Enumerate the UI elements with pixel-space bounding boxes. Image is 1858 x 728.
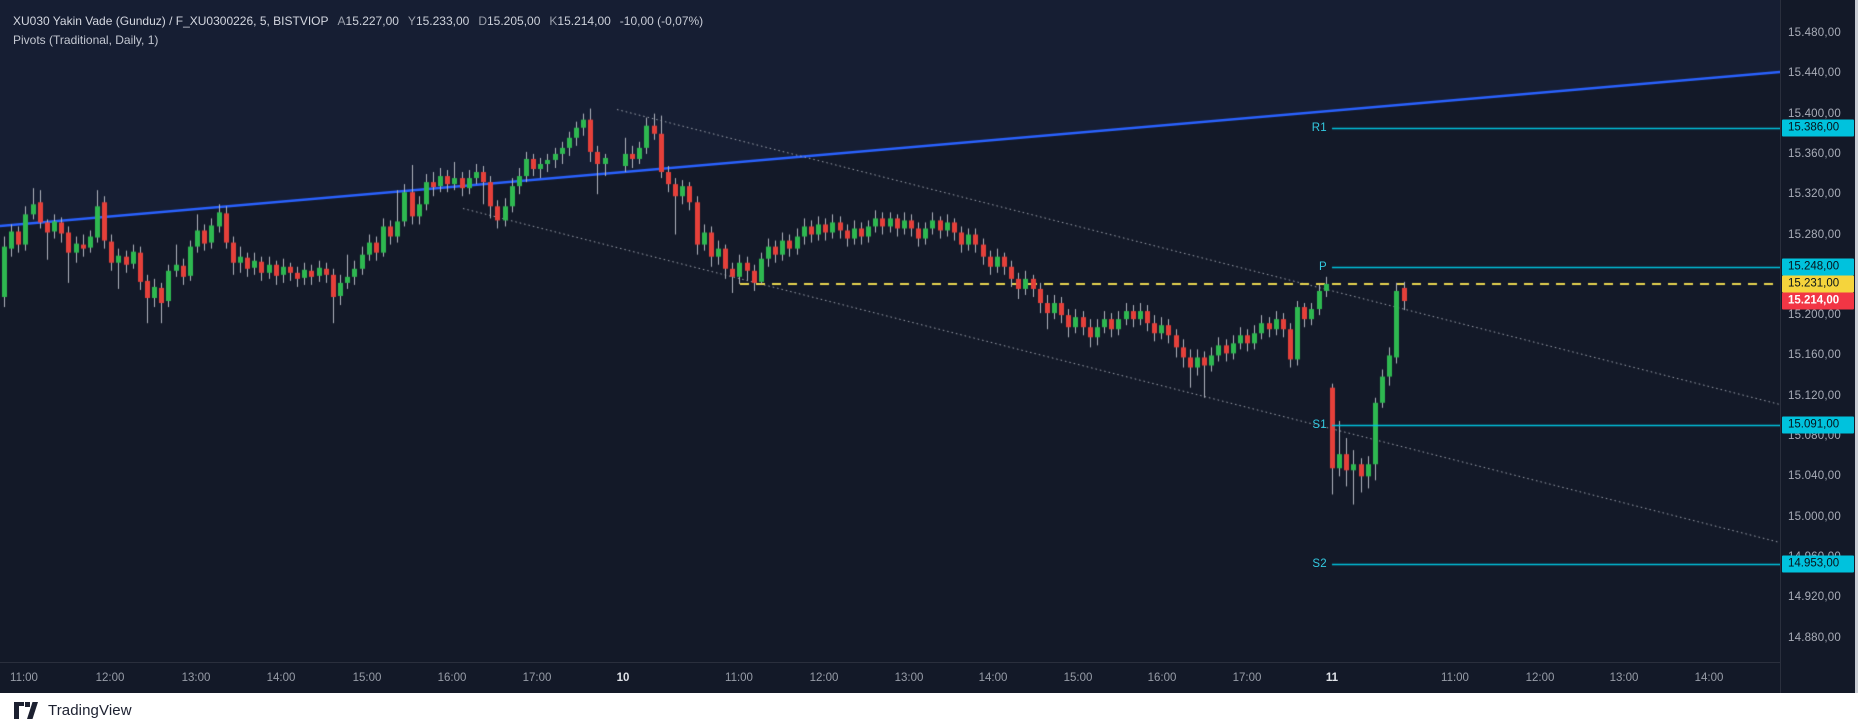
pivot-label-s2: S2 <box>1312 558 1327 570</box>
time-label-day: 11 <box>1325 672 1339 684</box>
change-value: -10,00 (-0,07%) <box>619 14 704 28</box>
indicator-legend-row[interactable]: Pivots (Traditional, Daily, 1) <box>13 31 703 49</box>
symbol-title: XU030 Yakin Vade (Gunduz) / F_XU0300226,… <box>13 14 329 28</box>
price-tick: 15.280,00 <box>1788 228 1841 241</box>
time-axis[interactable]: 11:00 12:00 13:00 14:00 15:00 16:00 17:00 10 11:… <box>0 662 1858 693</box>
pivot-price-tag-p: 15.248,00 <box>1782 258 1854 276</box>
price-tick: 15.120,00 <box>1788 389 1841 402</box>
last-price-tag: 15.214,00 <box>1782 292 1854 310</box>
time-label: 13:00 <box>1609 672 1639 684</box>
price-tick: 15.400,00 <box>1788 107 1841 120</box>
time-label: 14:00 <box>266 672 296 684</box>
time-label: 13:00 <box>181 672 211 684</box>
time-label: 16:00 <box>1147 672 1177 684</box>
time-label: 15:00 <box>1063 672 1093 684</box>
price-tick: 15.200,00 <box>1788 309 1841 322</box>
price-tick: 15.000,00 <box>1788 510 1841 523</box>
time-label: 15:00 <box>352 672 382 684</box>
chart-legend: XU030 Yakin Vade (Gunduz) / F_XU0300226,… <box>13 12 703 49</box>
price-tick: 15.480,00 <box>1788 27 1841 39</box>
ohlc-values: A15.227,00 Y15.233,00 D15.205,00 K15.214,00 <box>329 14 611 28</box>
ohlc-letter: D <box>478 14 487 28</box>
pivot-price-tag-s1: 15.091,00 <box>1782 416 1854 434</box>
brand-name[interactable]: TradingView <box>48 702 132 719</box>
ohlc-letter: A <box>337 14 346 28</box>
price-tick: 15.160,00 <box>1788 349 1841 362</box>
pivot-label-p: P <box>1319 260 1327 273</box>
time-label: 13:00 <box>894 672 924 684</box>
time-label: 12:00 <box>1525 672 1555 684</box>
time-label: 11:00 <box>10 672 38 684</box>
pivot-label-r1: R1 <box>1311 121 1327 134</box>
price-tick: 15.320,00 <box>1788 188 1841 201</box>
price-tick: 14.880,00 <box>1788 631 1841 644</box>
ohlc-value: 15.233,00 <box>415 14 470 28</box>
time-label: 16:00 <box>437 672 467 684</box>
time-label: 14:00 <box>978 672 1008 684</box>
time-label: 11:00 <box>1441 672 1469 684</box>
price-axis[interactable]: 15.480,00 15.440,00 15.400,00 15.360,00 15.3… <box>1780 0 1855 693</box>
ohlc-letter: Y <box>407 14 416 28</box>
symbol-legend-row[interactable]: XU030 Yakin Vade (Gunduz) / F_XU0300226,… <box>13 12 703 30</box>
time-label: 12:00 <box>809 672 839 684</box>
scrollbar-sliver[interactable] <box>1855 0 1858 693</box>
price-tick: 15.040,00 <box>1788 470 1841 483</box>
prev-close-price-tag: 15.231,00 <box>1782 275 1854 293</box>
tradingview-logo-icon[interactable] <box>14 702 40 719</box>
pivot-price-tag-s2: 14.953,00 <box>1782 555 1854 573</box>
time-label: 12:00 <box>95 672 125 684</box>
price-tick: 15.360,00 <box>1788 147 1841 160</box>
time-label: 17:00 <box>522 672 552 684</box>
brand-bar: TradingView <box>0 693 1858 728</box>
pivot-price-tag-r1: 15.386,00 <box>1782 119 1854 137</box>
price-tick: 14.920,00 <box>1788 591 1841 604</box>
price-tick: 15.440,00 <box>1788 67 1841 80</box>
candlestick-chart-pane[interactable] <box>0 0 1780 662</box>
ohlc-letter: K <box>549 14 558 28</box>
time-label: 14:00 <box>1694 672 1724 684</box>
ohlc-value: 15.205,00 <box>487 14 541 28</box>
ohlc-value: 15.214,00 <box>557 14 611 28</box>
pivot-label-s1: S1 <box>1312 418 1327 431</box>
ohlc-value: 15.227,00 <box>345 14 399 28</box>
time-label: 17:00 <box>1232 672 1262 684</box>
indicator-title: Pivots (Traditional, Daily, 1) <box>13 33 159 47</box>
time-label-day: 10 <box>616 672 630 684</box>
time-label: 11:00 <box>725 672 753 684</box>
